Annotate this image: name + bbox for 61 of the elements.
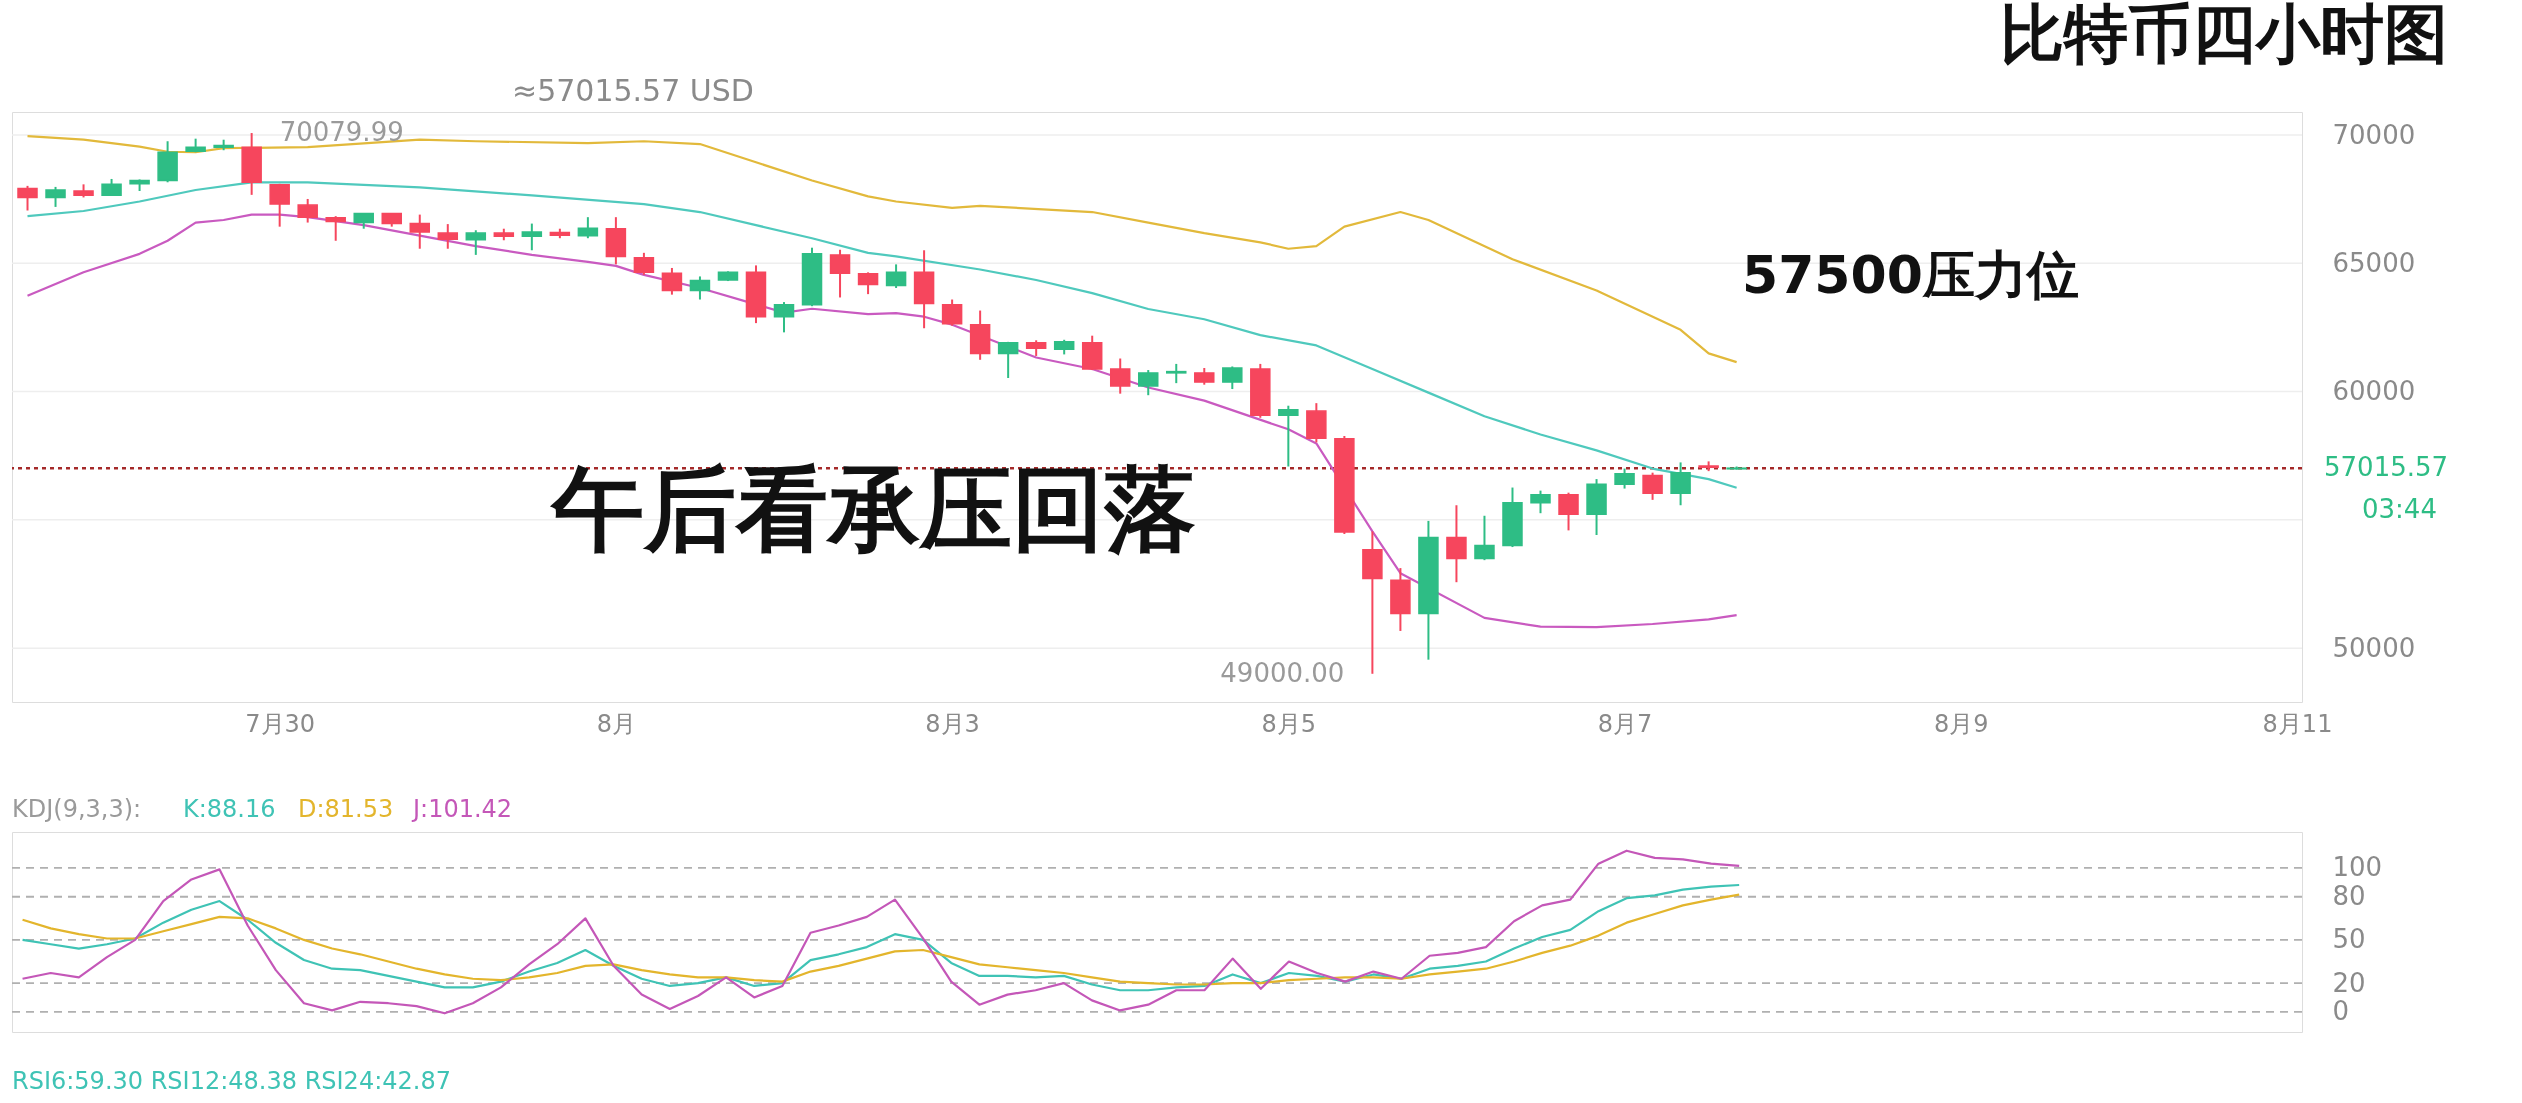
line-series [21,849,1741,1015]
chart-title: KDJ(9,3,3): [12,795,142,823]
text: J:101.42 [411,795,513,823]
candlestick [1166,362,1187,385]
text: K:88.16 [183,795,276,823]
x-tick-label: 7月30 [245,709,316,738]
candlestick [1530,489,1551,515]
chart-title: 比特币四小时图 [2000,0,2449,71]
candlestick [941,298,963,327]
candlestick [437,223,459,250]
y-tick-label: 65000 [2332,247,2416,278]
text: RSI6:59.30 RSI12:48.38 RSI24:42.87 [12,1067,451,1095]
x-tick-label: 8月9 [1934,709,1989,738]
candlestick [409,213,431,250]
y-tick-label: 70000 [2332,119,2416,150]
text: 03:44 [2362,494,2437,524]
candlestick [297,197,318,224]
x-tick-label: 8月7 [1597,709,1653,738]
y-tick-label: 100 [2332,852,2383,883]
annotation: 午后看承压回落 [549,456,1196,563]
x-tick-label: 8月5 [1261,709,1317,738]
y-tick-label: 50000 [2332,632,2416,663]
annotation: 49000.00 [1220,657,1345,688]
candlestick [17,184,38,212]
annotation: 70079.99 [279,117,404,148]
candlestick [1614,467,1635,490]
y-tick-label: 0 [2332,996,2350,1027]
y-tick-label: 80 [2332,881,2366,912]
candlestick [1109,357,1131,395]
candlestick [885,263,907,289]
candlestick [661,266,683,296]
x-tick-label: 8月 [596,709,637,738]
candlestick [465,229,487,256]
candlestick [1642,471,1663,501]
candlestick [1474,514,1495,562]
candlestick [997,340,1019,380]
candlestick [773,301,795,334]
candlestick [1222,365,1243,391]
candlestick [689,275,711,301]
text: ≈57015.57 USD [512,73,754,108]
candlestick [45,185,66,208]
candlestick [1137,369,1159,397]
candlestick [829,248,851,299]
candlestick [325,215,346,242]
x-tick-label: 8月11 [2262,709,2333,738]
annotation: 57500压力位 [1742,245,2079,305]
candlestick [1670,461,1691,507]
candlestick [577,216,599,240]
candlestick [1446,504,1467,584]
candlestick [1558,491,1579,532]
candlestick [521,222,543,252]
text: D:81.53 [298,795,394,823]
candlestick [857,271,879,296]
candlestick [269,182,290,228]
y-tick-label: 50 [2332,924,2366,955]
y-tick-label: 20 [2332,967,2366,998]
candlestick [1278,404,1299,468]
candlestick [633,251,655,276]
x-tick-label: 8月3 [925,709,980,738]
y-tick-label: 60000 [2332,376,2416,407]
ref-line-label: 57015.57 [2324,452,2449,483]
